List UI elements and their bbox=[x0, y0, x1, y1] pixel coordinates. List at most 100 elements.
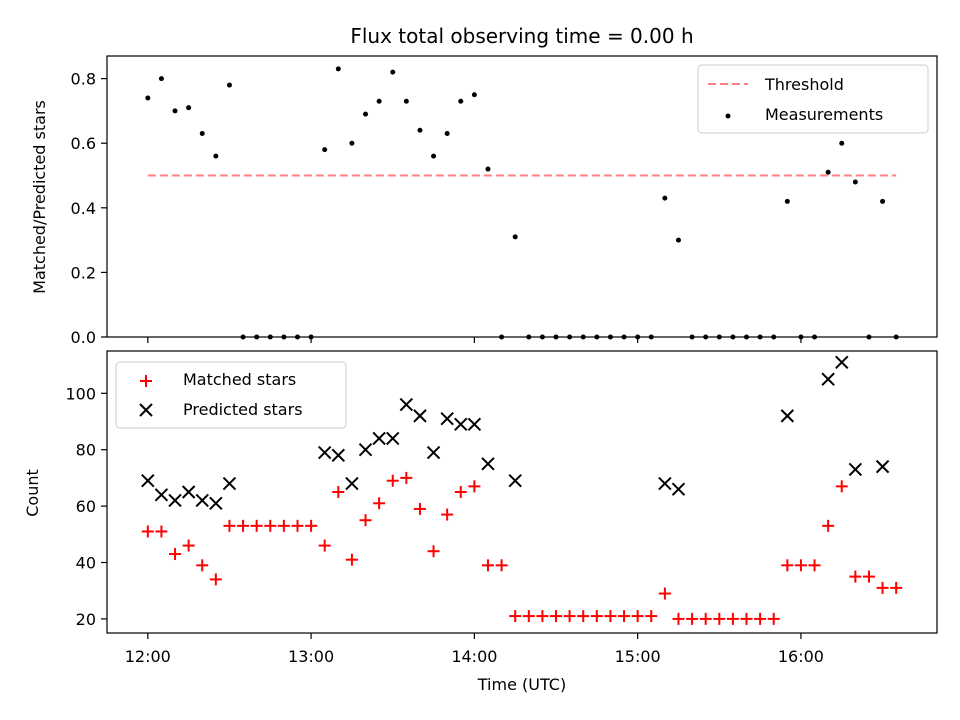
predicted-star-point bbox=[835, 355, 849, 369]
measurement-point bbox=[431, 153, 437, 159]
measurement-point bbox=[172, 108, 178, 114]
bottom-ticks: 12:00 13:00 14:00 15:00 16:00 20 40 60 80 100 bbox=[65, 384, 824, 666]
matched-star-point bbox=[577, 610, 590, 623]
x-tick-label: 16:00 bbox=[778, 647, 824, 666]
measurement-point bbox=[471, 92, 477, 98]
matched-star-point bbox=[699, 612, 712, 625]
predicted-star-point bbox=[780, 409, 795, 423]
predicted-star-point bbox=[154, 488, 169, 502]
measurement-point bbox=[784, 198, 790, 204]
predicted-star-point bbox=[317, 445, 332, 460]
matched-star-point bbox=[223, 519, 236, 532]
predicted-star-point bbox=[331, 448, 346, 463]
top-legend: Threshold Measurements bbox=[697, 64, 929, 134]
matched-star-point bbox=[862, 570, 875, 583]
matched-star-point bbox=[686, 612, 699, 625]
matched-star-point bbox=[631, 610, 644, 623]
matched-star-point bbox=[536, 610, 549, 623]
matched-star-point bbox=[522, 610, 535, 623]
measurement-point bbox=[662, 195, 668, 201]
measurement-point bbox=[852, 179, 858, 185]
bottom-y-tick-label: 100 bbox=[65, 384, 96, 403]
measurement-point bbox=[512, 234, 518, 240]
predicted-star-point bbox=[875, 459, 890, 474]
predicted-star-point bbox=[386, 431, 400, 446]
matched-star-point bbox=[359, 514, 372, 527]
measurement-point bbox=[322, 147, 328, 153]
matched-star-point bbox=[400, 471, 413, 484]
predicted-star-point bbox=[426, 445, 441, 460]
predicted-star-point bbox=[440, 411, 454, 426]
measurement-point bbox=[213, 153, 219, 159]
measurement-point bbox=[158, 76, 164, 82]
matched-star-point bbox=[550, 610, 563, 623]
matched-star-point bbox=[781, 559, 794, 572]
predicted-star-point bbox=[222, 476, 237, 491]
matched-star-point bbox=[277, 519, 290, 532]
matched-star-point bbox=[590, 610, 603, 623]
bottom-y-tick-label: 20 bbox=[76, 610, 96, 629]
x-tick-label: 13:00 bbox=[288, 647, 334, 666]
legend-threshold-label: Threshold bbox=[764, 75, 844, 94]
bottom-legend: Matched stars Predicted stars bbox=[115, 361, 347, 429]
predicted-star-point bbox=[481, 457, 495, 471]
predicted-star-point bbox=[358, 442, 373, 457]
matched-star-point bbox=[141, 525, 154, 538]
matched-star-point bbox=[767, 612, 780, 625]
measurement-point bbox=[839, 140, 845, 146]
matched-star-point bbox=[237, 519, 250, 532]
x-tick-label: 15:00 bbox=[615, 647, 661, 666]
predicted-star-point bbox=[168, 493, 182, 508]
bottom-panel: 12:00 13:00 14:00 15:00 16:00 20 40 60 80 100 Cou… bbox=[23, 350, 938, 694]
top-axes-frame bbox=[106, 55, 938, 338]
x-tick-label: 14:00 bbox=[451, 647, 497, 666]
legend-matched-label: Matched stars bbox=[183, 370, 296, 389]
matched-star-point bbox=[373, 497, 386, 510]
matched-star-point bbox=[454, 486, 467, 498]
matched-star-point bbox=[169, 548, 182, 561]
matched-star-point bbox=[468, 480, 481, 493]
matched-star-point bbox=[413, 502, 426, 515]
matched-star-point bbox=[495, 559, 508, 572]
matched-star-point bbox=[658, 587, 671, 600]
measurement-point bbox=[349, 140, 355, 146]
matched-star-point bbox=[740, 612, 753, 625]
matched-star-point bbox=[291, 519, 304, 532]
top-legend-box bbox=[697, 64, 929, 134]
predicted-star-point bbox=[508, 474, 522, 488]
measurement-point bbox=[376, 98, 382, 104]
matched-star-point bbox=[794, 559, 807, 572]
top-y-tick-label: 0.4 bbox=[71, 199, 96, 218]
measurement-point bbox=[186, 105, 192, 111]
legend-measurements-label: Measurements bbox=[765, 105, 883, 124]
matched-star-point bbox=[604, 610, 617, 623]
matched-star-point bbox=[509, 610, 522, 623]
matched-star-point bbox=[250, 519, 263, 532]
matched-star-point bbox=[441, 508, 454, 521]
measurement-point bbox=[335, 66, 341, 72]
predicted-star-point bbox=[141, 474, 155, 488]
matched-star-point bbox=[876, 581, 889, 594]
top-y-axis-label: Matched/Predicted stars bbox=[30, 100, 49, 294]
matched-star-point bbox=[672, 612, 685, 625]
top-y-tick-label: 0.6 bbox=[71, 134, 96, 153]
matched-star-point bbox=[849, 570, 862, 583]
top-y-tick-label: 0.8 bbox=[71, 70, 96, 89]
matched-star-point bbox=[155, 525, 168, 538]
predicted-star-point bbox=[372, 431, 386, 446]
predicted-star-point bbox=[399, 397, 414, 412]
bottom-marks bbox=[141, 355, 903, 625]
measurement-point bbox=[199, 131, 205, 137]
measurement-point bbox=[675, 237, 681, 243]
legend-predicted-label: Predicted stars bbox=[183, 400, 303, 419]
x-tick-label: 12:00 bbox=[125, 647, 171, 666]
top-panel: 0.00.20.40.60.8 Matched/Predicted stars … bbox=[30, 55, 938, 347]
predicted-star-point bbox=[671, 482, 686, 496]
matched-star-point bbox=[754, 612, 767, 625]
measurement-point bbox=[417, 127, 423, 133]
chart-title: Flux total observing time = 0.00 h bbox=[350, 24, 693, 48]
predicted-star-point bbox=[413, 409, 427, 423]
predicted-star-point bbox=[181, 485, 196, 499]
measurement-point bbox=[390, 69, 396, 75]
